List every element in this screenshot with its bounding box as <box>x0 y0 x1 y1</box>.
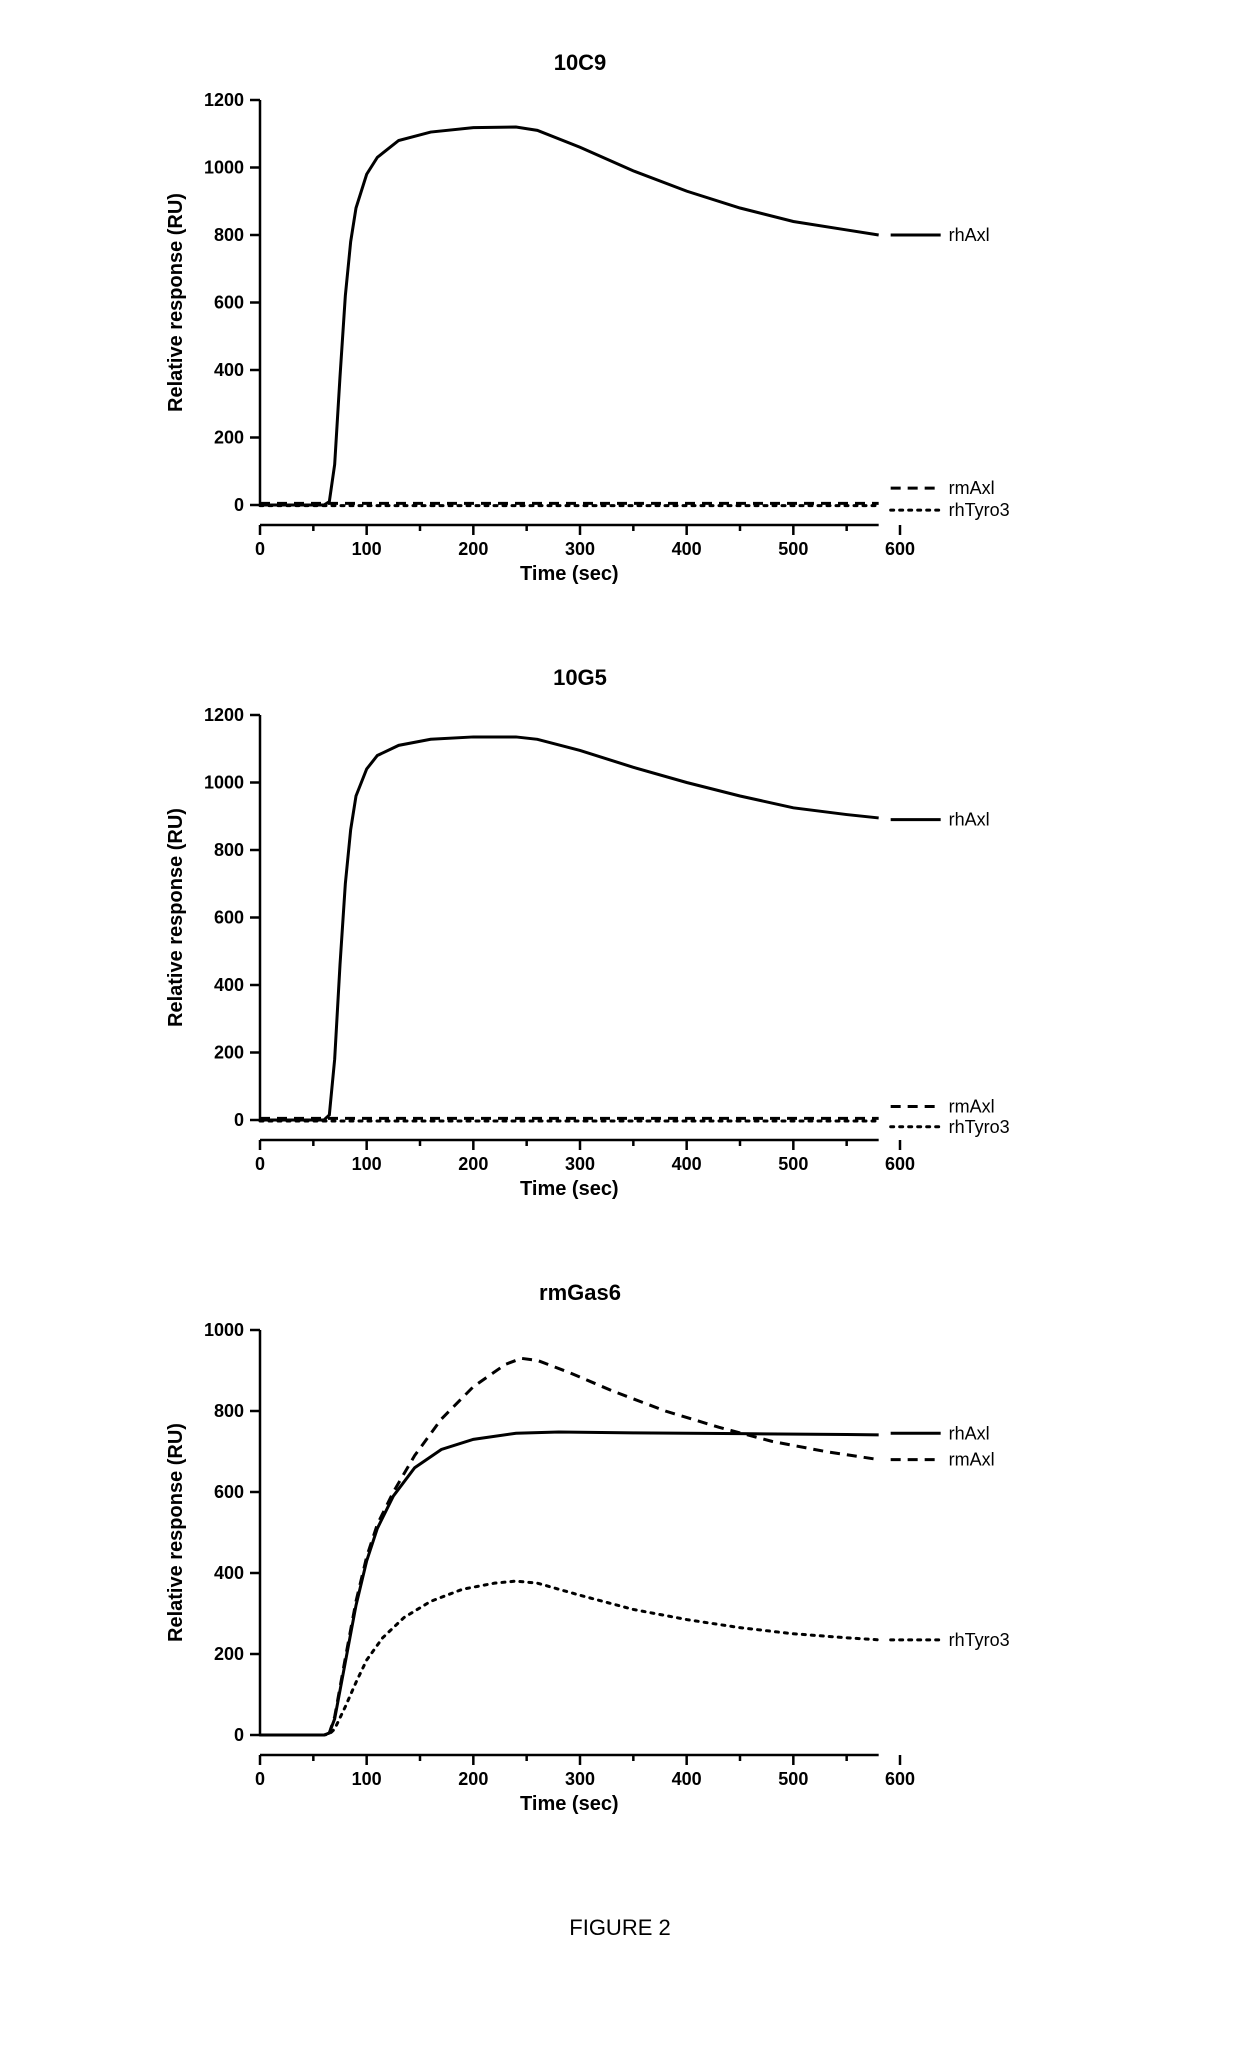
y-tick-label: 600 <box>214 1482 244 1502</box>
y-tick-label: 200 <box>214 1043 244 1063</box>
y-axis-label: Relative response (RU) <box>165 193 187 412</box>
legend-label-rhTyro3: rhTyro3 <box>949 1630 1010 1650</box>
x-tick-label: 100 <box>352 1154 382 1174</box>
y-tick-label: 0 <box>234 1110 244 1130</box>
legend-label-rmAxl: rmAxl <box>949 478 995 498</box>
chart-10c9-wrapper: 10C9020040060080010001200Relative respon… <box>140 40 1100 605</box>
legend-label-rhTyro3: rhTyro3 <box>949 500 1010 520</box>
y-tick-label: 0 <box>234 495 244 515</box>
y-tick-label: 1200 <box>204 90 244 110</box>
legend-label-rhTyro3: rhTyro3 <box>949 1117 1010 1137</box>
x-tick-label: 200 <box>458 539 488 559</box>
x-tick-label: 300 <box>565 539 595 559</box>
y-tick-label: 800 <box>214 225 244 245</box>
series-rhAxl <box>260 127 879 505</box>
figure-caption: FIGURE 2 <box>569 1915 670 1941</box>
legend-label-rmAxl: rmAxl <box>949 1450 995 1470</box>
chart-10g5-wrapper: 10G5020040060080010001200Relative respon… <box>140 655 1100 1220</box>
x-axis-label: Time (sec) <box>520 1793 619 1815</box>
x-tick-label: 400 <box>672 1154 702 1174</box>
chart-title: 10C9 <box>554 50 607 75</box>
x-tick-label: 100 <box>352 539 382 559</box>
x-axis-label: Time (sec) <box>520 563 619 585</box>
x-tick-label: 500 <box>778 539 808 559</box>
x-tick-label: 400 <box>672 539 702 559</box>
series-rmAxl <box>260 1358 879 1735</box>
legend-label-rmAxl: rmAxl <box>949 1097 995 1117</box>
y-tick-label: 1000 <box>204 158 244 178</box>
x-tick-label: 600 <box>885 1769 915 1789</box>
y-tick-label: 200 <box>214 1644 244 1664</box>
legend-label-rhAxl: rhAxl <box>949 225 990 245</box>
y-tick-label: 400 <box>214 360 244 380</box>
x-tick-label: 500 <box>778 1154 808 1174</box>
x-tick-label: 300 <box>565 1154 595 1174</box>
y-tick-label: 400 <box>214 975 244 995</box>
x-tick-label: 200 <box>458 1769 488 1789</box>
chart-title: 10G5 <box>553 665 607 690</box>
y-tick-label: 800 <box>214 840 244 860</box>
x-tick-label: 300 <box>565 1769 595 1789</box>
y-tick-label: 1200 <box>204 705 244 725</box>
x-tick-label: 0 <box>255 1154 265 1174</box>
x-tick-label: 400 <box>672 1769 702 1789</box>
chart-rmgas6-wrapper: rmGas602004006008001000Relative response… <box>140 1270 1100 1835</box>
x-tick-label: 600 <box>885 1154 915 1174</box>
y-tick-label: 1000 <box>204 773 244 793</box>
x-tick-label: 600 <box>885 539 915 559</box>
legend-label-rhAxl: rhAxl <box>949 810 990 830</box>
chart-10g5: 10G5020040060080010001200Relative respon… <box>140 655 1100 1215</box>
series-rhAxl <box>260 737 879 1120</box>
y-tick-label: 400 <box>214 1563 244 1583</box>
x-tick-label: 500 <box>778 1769 808 1789</box>
legend-label-rhAxl: rhAxl <box>949 1423 990 1443</box>
y-tick-label: 800 <box>214 1401 244 1421</box>
y-tick-label: 1000 <box>204 1320 244 1340</box>
y-axis-label: Relative response (RU) <box>165 808 187 1027</box>
x-tick-label: 100 <box>352 1769 382 1789</box>
chart-title: rmGas6 <box>539 1280 621 1305</box>
y-axis-label: Relative response (RU) <box>165 1423 187 1642</box>
x-axis-label: Time (sec) <box>520 1178 619 1200</box>
x-tick-label: 0 <box>255 539 265 559</box>
x-tick-label: 0 <box>255 1769 265 1789</box>
chart-rmgas6: rmGas602004006008001000Relative response… <box>140 1270 1100 1830</box>
y-tick-label: 600 <box>214 908 244 928</box>
y-tick-label: 0 <box>234 1725 244 1745</box>
x-tick-label: 200 <box>458 1154 488 1174</box>
y-tick-label: 200 <box>214 428 244 448</box>
chart-10c9: 10C9020040060080010001200Relative respon… <box>140 40 1100 600</box>
series-rhTyro3 <box>260 1581 879 1735</box>
y-tick-label: 600 <box>214 293 244 313</box>
